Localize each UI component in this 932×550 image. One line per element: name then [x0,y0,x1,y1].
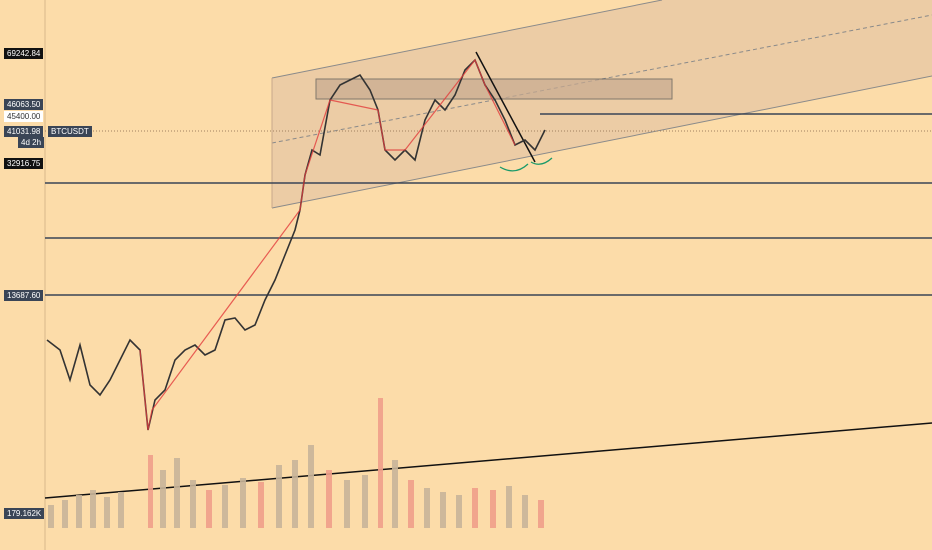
bottom-arc [499,163,529,172]
price-tag: 13687.60 [4,290,44,301]
price-tag: 69242.84 [4,48,44,59]
countdown-tag: 4d 2h [18,137,45,148]
volume-tag: 179.162K [4,508,45,519]
channel-top [271,0,663,79]
trend-line [475,51,536,163]
bottom-arc [530,157,553,165]
volume-bars [48,398,544,528]
symbol-tag: BTCUSDT [48,126,92,137]
price-tag: 41031.98 [4,126,44,137]
channel-bottom [271,75,932,209]
price-line-accent [139,58,516,431]
channel-fill [272,0,932,208]
price-tag: 46063.50 [4,99,44,110]
alert-tag: 45400.00 [4,111,44,122]
price-tag: 32916.75 [4,158,44,169]
